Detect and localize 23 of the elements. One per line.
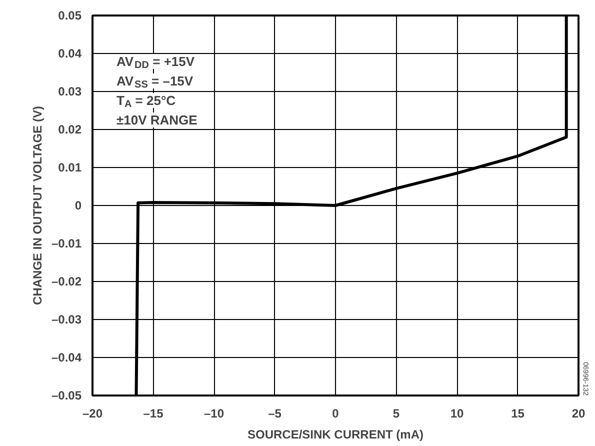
y-tick-label: 0.01 [58,160,82,174]
x-tick-label: 0 [332,406,340,420]
x-tick-label: 15 [511,406,525,420]
y-tick-label: –0.05 [51,388,82,402]
x-tick-label: 20 [572,406,586,420]
y-axis-title: CHANGE IN OUTPUT VOLTAGE (V) [30,106,44,305]
y-tick-label: 0 [74,198,82,212]
x-axis-title: SOURCE/SINK CURRENT (mA) [248,428,424,442]
x-tick-label: –15 [143,406,164,420]
y-tick-label: 0.05 [58,8,82,22]
y-tick-label: –0.03 [51,312,82,326]
x-tick-label: –10 [204,406,224,420]
y-tick-label: –0.01 [51,236,82,250]
annotation: ±10V RANGE [116,112,198,128]
x-tick-label: 5 [392,406,400,420]
y-tick-label: 0.02 [58,122,82,136]
y-tick-label: 0.03 [58,84,82,98]
y-tick-label: –0.04 [51,350,82,364]
y-tick-label: 0.04 [58,46,82,60]
x-tick-label: –5 [268,406,282,420]
x-tick-label: –20 [82,406,103,420]
x-tick-label: 10 [450,406,464,420]
y-tick-label: –0.02 [51,274,82,288]
